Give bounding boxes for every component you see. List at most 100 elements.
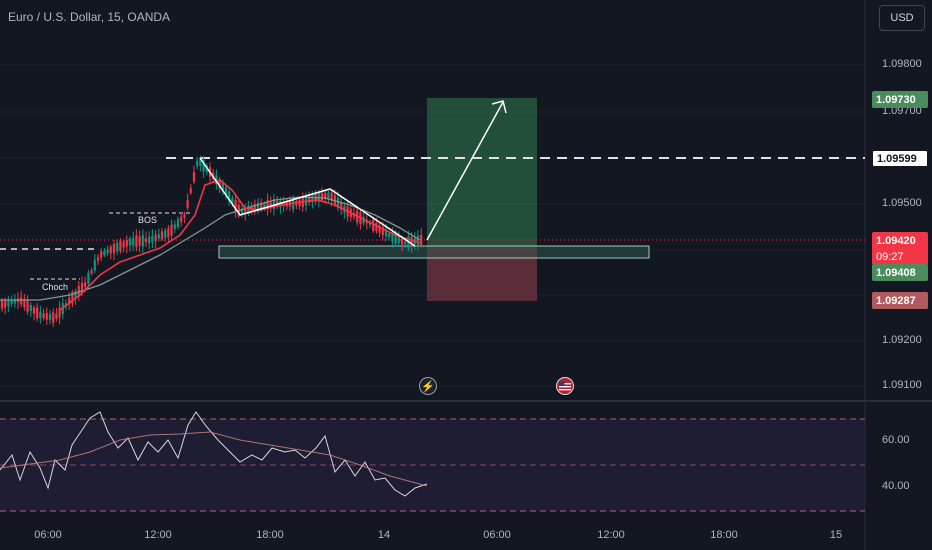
- choch-label[interactable]: Choch: [42, 282, 69, 292]
- candle-body: [327, 192, 330, 199]
- zigzag-drawing[interactable]: [199, 157, 416, 247]
- candle-body: [164, 230, 167, 238]
- rsi-moving-average: [0, 431, 428, 487]
- candle-body: [93, 260, 96, 271]
- candle-body: [42, 313, 45, 319]
- candle-body: [173, 224, 176, 229]
- candle-body: [244, 207, 247, 214]
- bar-countdown-tag: 09:27: [872, 248, 928, 265]
- us-flag-glyph: [559, 381, 571, 391]
- price-tick: 1.09100: [882, 379, 922, 391]
- candle-body: [260, 202, 263, 211]
- candle-body: [55, 313, 58, 319]
- candle-body: [29, 305, 32, 312]
- projection-arrow[interactable]: [426, 101, 504, 241]
- lightning-icon[interactable]: ⚡: [419, 377, 437, 395]
- candle-body: [109, 246, 112, 254]
- candle-body: [122, 241, 125, 248]
- time-tick: 06:00: [483, 529, 511, 541]
- candlestick-series: [0, 155, 423, 328]
- candle-body: [148, 236, 151, 244]
- candle-body: [151, 235, 154, 243]
- take-profit-price-tag: 1.09730: [872, 91, 928, 108]
- candle-body: [138, 236, 141, 246]
- candle-body: [224, 187, 228, 196]
- candle-body: [240, 208, 244, 215]
- time-tick: 14: [377, 529, 391, 541]
- candle-body: [231, 197, 234, 205]
- candle-body: [128, 238, 132, 246]
- candle-body: [112, 243, 116, 254]
- candle-body: [0, 300, 4, 309]
- candle-body: [183, 214, 186, 218]
- candle-body: [199, 158, 202, 167]
- candle-body: [103, 250, 106, 256]
- price-tick: 1.09500: [882, 197, 922, 209]
- candle-body: [176, 218, 180, 227]
- candle-body: [13, 299, 16, 304]
- arrow-head: [491, 100, 507, 114]
- candle-body: [375, 222, 378, 231]
- candle-body: [160, 231, 164, 240]
- candle-body: [32, 307, 36, 314]
- price-tick: 1.09700: [882, 105, 922, 117]
- candle-body: [189, 187, 192, 193]
- time-tick: 12:00: [144, 529, 172, 541]
- candle-body: [311, 195, 314, 203]
- candle-body: [218, 179, 221, 188]
- candle-body: [45, 313, 48, 320]
- candle-body: [80, 282, 84, 294]
- candle-body: [58, 307, 61, 318]
- candle-body: [26, 299, 29, 312]
- last-price-tag: 1.09420: [872, 232, 928, 249]
- candle-body: [23, 299, 26, 308]
- time-tick: 18:00: [710, 529, 738, 541]
- candle-body: [144, 238, 148, 243]
- candle-body: [192, 172, 196, 182]
- us-flag-icon[interactable]: [556, 377, 574, 395]
- candle-body: [247, 205, 250, 215]
- bos-label[interactable]: BOS: [138, 215, 158, 225]
- candle-body: [272, 199, 276, 209]
- candle-body: [170, 224, 173, 236]
- symbol-title[interactable]: Euro / U.S. Dollar, 15, OANDA: [8, 10, 171, 24]
- fast-moving-average: [59, 179, 421, 311]
- candle-body: [228, 191, 231, 202]
- candle-body: [119, 240, 122, 252]
- candle-body: [180, 216, 183, 222]
- candle-body: [388, 233, 391, 238]
- candle-body: [84, 282, 87, 287]
- demand-zone-box[interactable]: [218, 245, 650, 259]
- candle-body: [234, 199, 237, 212]
- time-tick: 06:00: [34, 529, 62, 541]
- candle-body: [106, 249, 109, 254]
- candle-body: [308, 197, 311, 203]
- candle-body: [167, 228, 170, 238]
- candle-body: [20, 297, 23, 305]
- candle-body: [404, 241, 407, 245]
- price-tick: 1.09800: [882, 58, 922, 70]
- candle-body: [266, 200, 269, 210]
- candle-body: [394, 233, 397, 245]
- candle-body: [52, 312, 55, 323]
- time-tick: 15: [829, 529, 843, 541]
- candle-body: [77, 285, 80, 297]
- candle-body: [253, 204, 256, 212]
- candle-body: [384, 230, 388, 237]
- stop-loss-price-tag: 1.09287: [872, 292, 928, 309]
- currency-button[interactable]: USD: [879, 5, 925, 31]
- candle-body: [330, 192, 333, 201]
- candle-body: [36, 307, 39, 319]
- candle-body: [48, 314, 52, 320]
- candle-body: [336, 197, 340, 209]
- candle-body: [68, 297, 71, 305]
- take-profit-zone[interactable]: [427, 98, 537, 245]
- candle-body: [4, 299, 7, 308]
- candle-body: [298, 200, 301, 207]
- candle-body: [391, 232, 394, 243]
- price-tick: 1.09200: [882, 334, 922, 346]
- candle-body: [7, 299, 10, 307]
- candle-body: [333, 195, 336, 205]
- candle-body: [378, 225, 381, 233]
